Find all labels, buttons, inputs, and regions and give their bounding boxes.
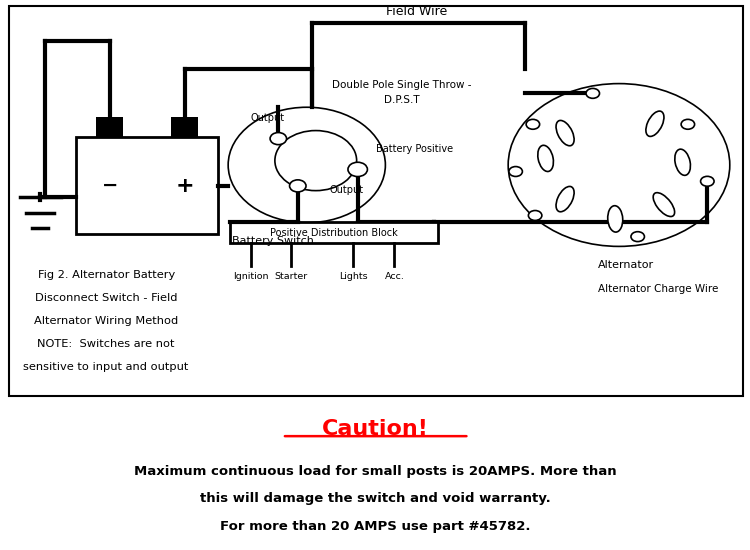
Text: Alternator: Alternator <box>598 260 655 270</box>
Ellipse shape <box>608 206 622 232</box>
Circle shape <box>228 107 386 223</box>
Circle shape <box>631 232 644 241</box>
Circle shape <box>526 119 539 129</box>
Ellipse shape <box>556 186 574 212</box>
Text: Battery Positive: Battery Positive <box>376 144 454 154</box>
Ellipse shape <box>653 192 674 217</box>
Text: Output: Output <box>250 113 284 123</box>
Ellipse shape <box>675 149 691 175</box>
Text: this will damage the switch and void warranty.: this will damage the switch and void war… <box>200 492 551 505</box>
Bar <box>76 138 218 234</box>
Text: Maximum continuous load for small posts is 20AMPS. More than: Maximum continuous load for small posts … <box>134 465 617 478</box>
Text: Battery Switch: Battery Switch <box>232 236 314 246</box>
Text: Disconnect Switch - Field: Disconnect Switch - Field <box>35 293 178 303</box>
Text: −: − <box>102 176 118 195</box>
Text: Lights: Lights <box>339 272 368 280</box>
Text: Alternator Wiring Method: Alternator Wiring Method <box>34 316 178 326</box>
Circle shape <box>529 211 542 221</box>
Text: Acc.: Acc. <box>385 272 404 280</box>
Circle shape <box>275 130 357 191</box>
Circle shape <box>290 180 306 192</box>
Text: For more than 20 AMPS use part #45782.: For more than 20 AMPS use part #45782. <box>220 520 531 533</box>
Text: Alternator Charge Wire: Alternator Charge Wire <box>598 284 718 294</box>
Circle shape <box>509 167 523 177</box>
Text: Starter: Starter <box>274 272 308 280</box>
Circle shape <box>348 162 368 177</box>
Text: +: + <box>176 175 194 196</box>
Text: Ignition: Ignition <box>233 272 268 280</box>
Bar <box>9 6 742 396</box>
Text: Positive Distribution Block: Positive Distribution Block <box>270 228 398 238</box>
Circle shape <box>509 84 730 246</box>
Ellipse shape <box>556 120 574 146</box>
Circle shape <box>586 89 599 98</box>
Text: Output: Output <box>329 185 363 195</box>
Text: Field Wire: Field Wire <box>386 4 448 18</box>
Bar <box>171 117 198 138</box>
Ellipse shape <box>538 145 554 172</box>
Text: NOTE:  Switches are not: NOTE: Switches are not <box>38 339 175 349</box>
Circle shape <box>700 177 714 186</box>
Text: Caution!: Caution! <box>322 419 429 439</box>
Text: Double Pole Single Throw -: Double Pole Single Throw - <box>332 80 472 90</box>
Circle shape <box>270 133 286 145</box>
Text: Fig 2. Alternator Battery: Fig 2. Alternator Battery <box>38 270 175 279</box>
Ellipse shape <box>646 111 664 136</box>
Bar <box>230 222 438 243</box>
Text: D.P.S.T: D.P.S.T <box>384 95 420 105</box>
Bar <box>97 117 123 138</box>
Text: sensitive to input and output: sensitive to input and output <box>23 362 189 372</box>
Circle shape <box>681 119 694 129</box>
